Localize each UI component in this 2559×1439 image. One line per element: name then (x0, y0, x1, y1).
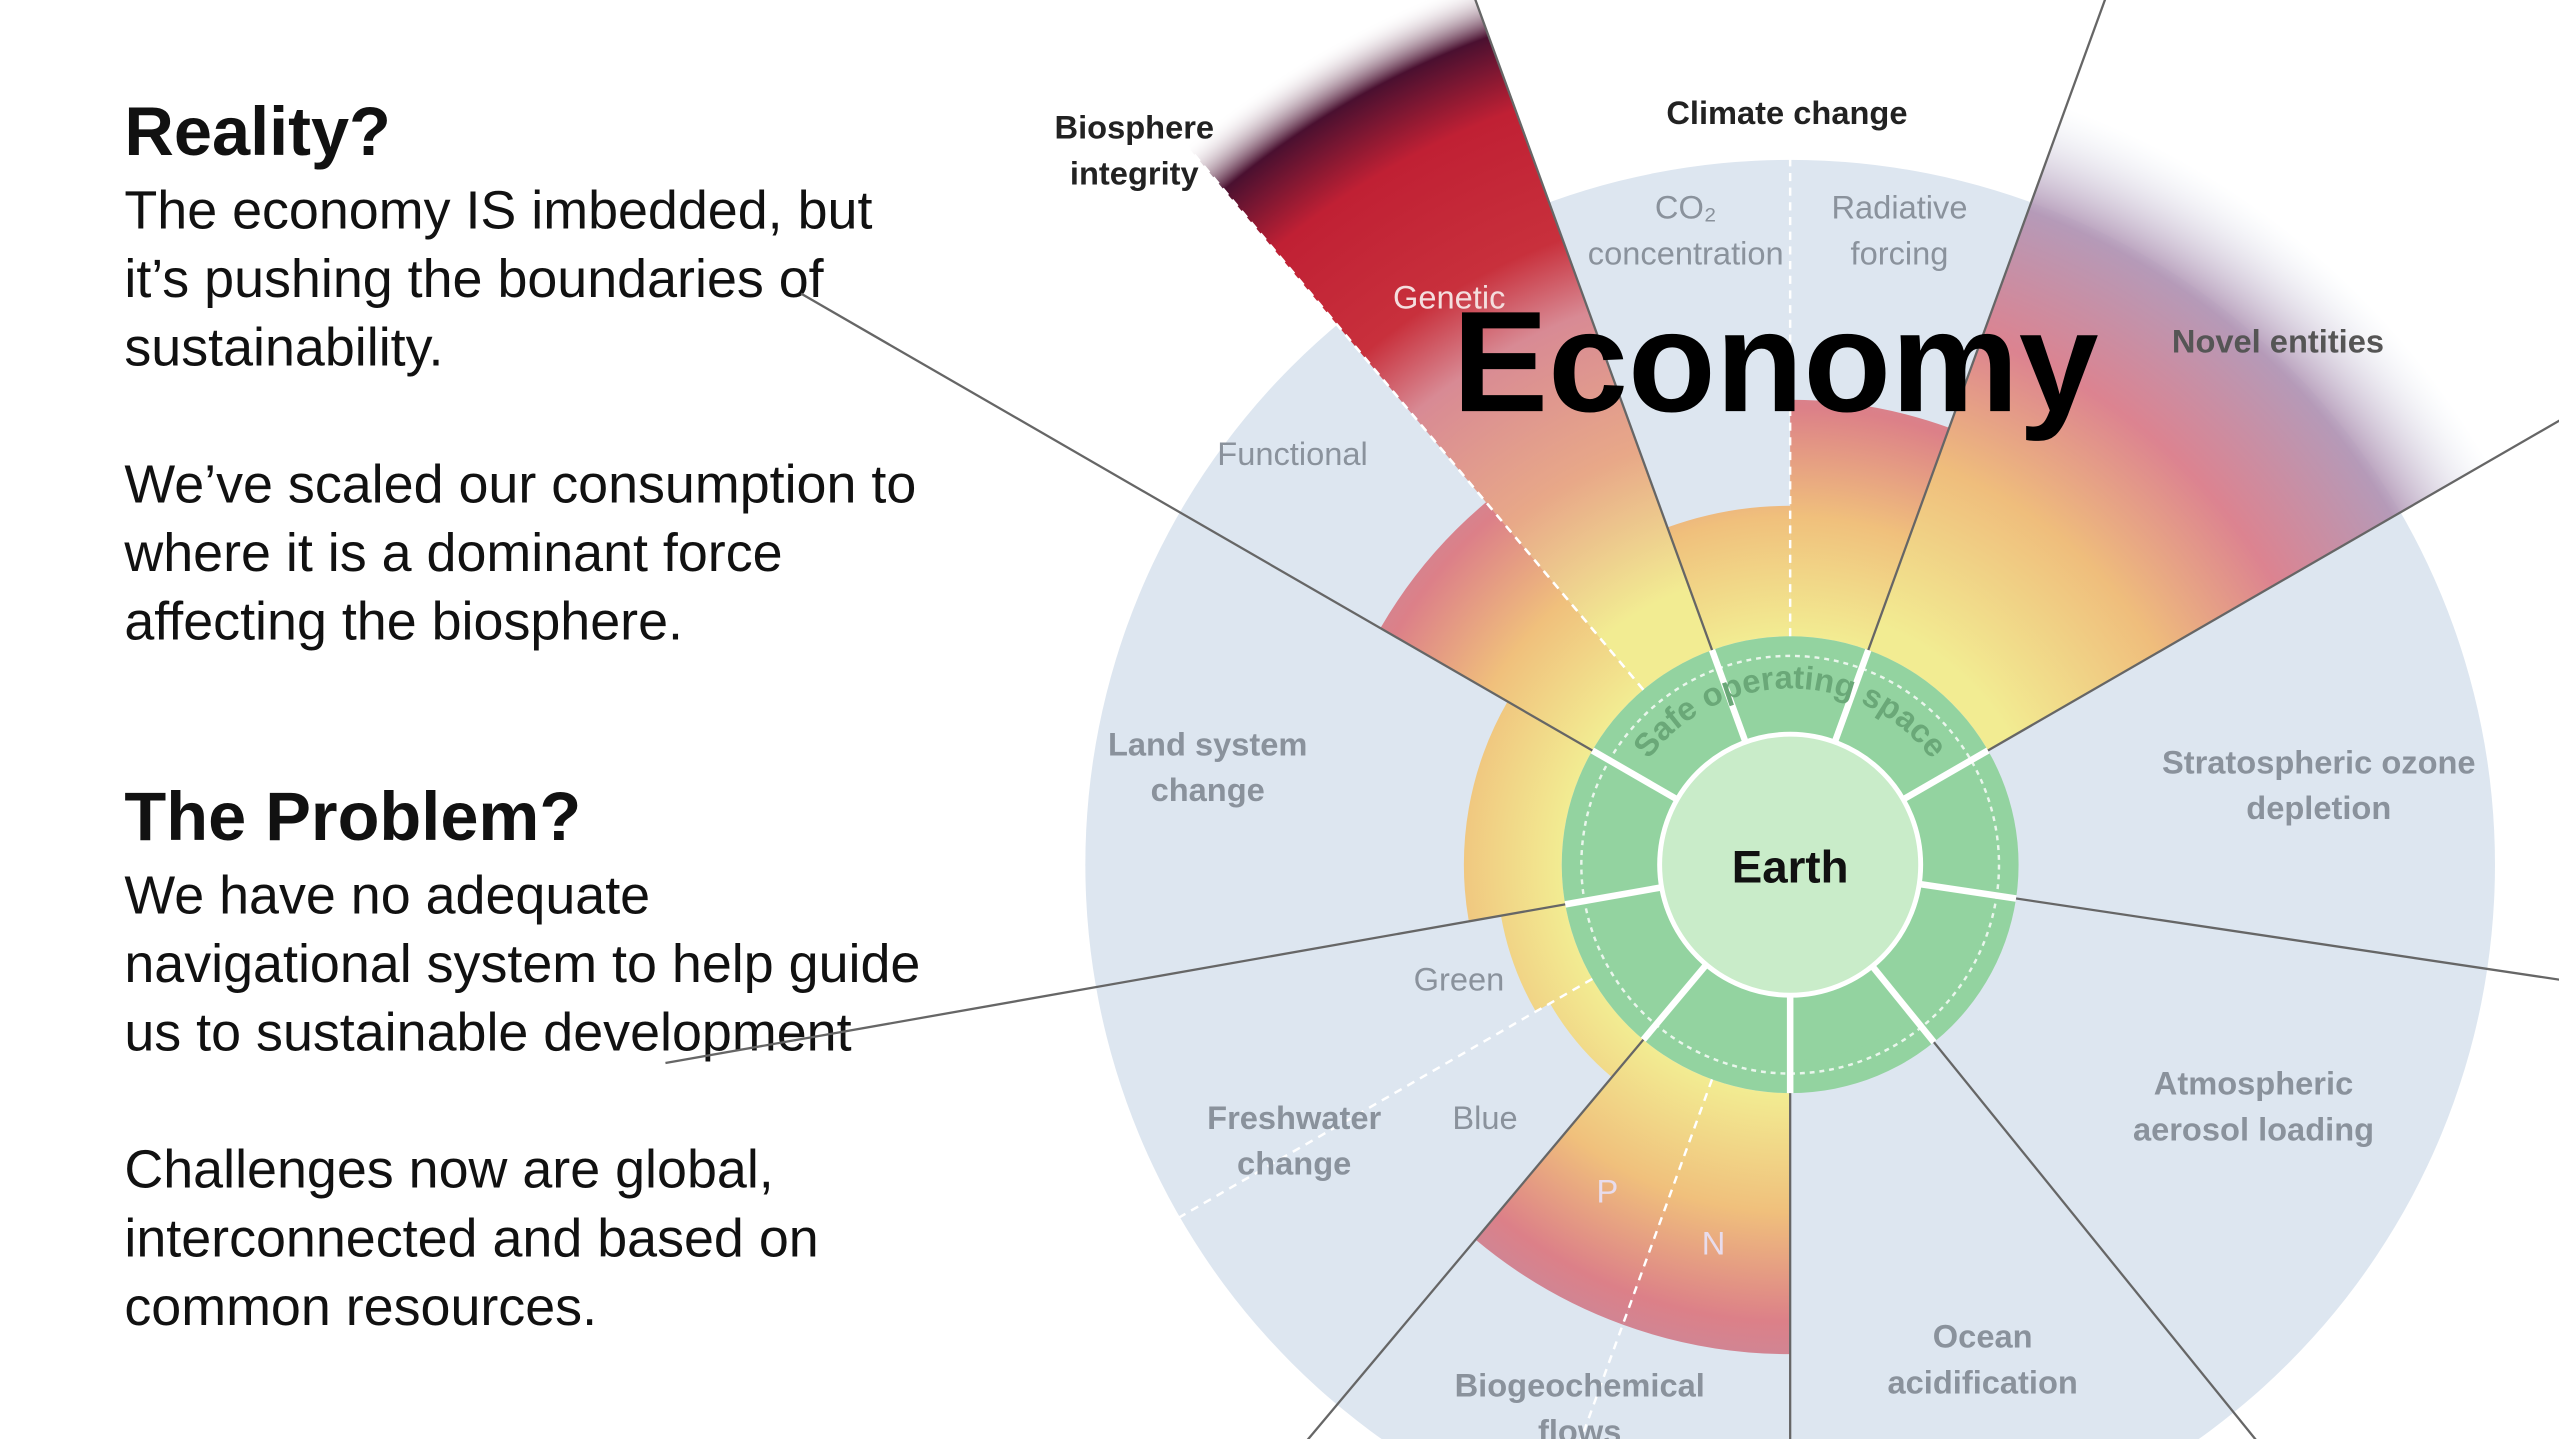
sub-divider (1159, 114, 1645, 691)
part-label: concentration (1588, 234, 1784, 271)
blue-water-wedge (1549, 978, 1644, 1078)
part-label: Green (1414, 960, 1505, 997)
part-label: Functional (1217, 435, 1368, 472)
co2-wedge (1667, 505, 1791, 651)
novel-wedge (1868, 98, 2497, 751)
boundary-label: change (1151, 771, 1265, 808)
boundary-label: Freshwater (1207, 1099, 1381, 1136)
functional-wedge (1380, 502, 1644, 751)
radiative-wedge (1790, 399, 1950, 651)
heading: The Problem? (124, 778, 581, 855)
divider (1474, 0, 1747, 743)
safe-wedge (1903, 760, 1999, 894)
boundary-label: depletion (2246, 789, 2391, 826)
boundary-label: Novel entities (2172, 322, 2384, 359)
body-text: The economy IS imbedded, but (124, 180, 872, 240)
body-text: us to sustainable development (124, 1003, 851, 1063)
part-label: N (1702, 1225, 1726, 1262)
boundary-label: integrity (1070, 154, 1199, 191)
body-text: common resources. (124, 1277, 597, 1337)
sub-divider (1579, 1078, 1714, 1439)
body-text: interconnected and based on (124, 1208, 818, 1268)
divider-gap (1708, 648, 1749, 744)
boundary-label: Ocean (1933, 1318, 2033, 1355)
divider (1902, 419, 2559, 801)
phosphorus-wedge (1475, 1039, 1713, 1325)
divider (800, 292, 1678, 801)
part-label: forcing (1851, 234, 1949, 271)
heading: Reality? (124, 93, 391, 170)
boundary-label: Stratospheric ozone (2162, 743, 2476, 780)
safe-wedge (1790, 966, 1914, 1061)
boundary-label: Biosphere (1055, 109, 1215, 146)
body-text: Challenges now are global, (124, 1140, 773, 1200)
safe-wedge (1872, 883, 1992, 1024)
body-text: navigational system to help guide (124, 934, 920, 994)
boundary-label: acidification (1888, 1363, 2078, 1400)
boundary-label: Land system (1108, 725, 1307, 762)
boundary-label: Biogeochemical (1455, 1367, 1705, 1404)
diagram-title: Economy (1452, 282, 2098, 442)
divider-gap (1831, 648, 1872, 744)
boundary-label: flows (1538, 1412, 1621, 1439)
divider-gap (1918, 880, 2017, 902)
land-wedge (1463, 701, 1593, 922)
part-label: Blue (1452, 1099, 1517, 1136)
divider-gap (1564, 884, 1663, 908)
body-text: sustainability. (124, 317, 443, 377)
part-label: Radiative (1831, 189, 1967, 226)
genetic-wedge (1160, 0, 1713, 690)
boundary-label: Climate change (1666, 94, 1907, 131)
part-label: Genetic (1393, 278, 1505, 315)
body-text: We’ve scaled our consumption to (124, 455, 916, 515)
divider (1306, 963, 1708, 1439)
part-label: P (1597, 1172, 1619, 1209)
green-water-wedge (1500, 904, 1593, 1012)
boundary-label: Atmospheric (2154, 1065, 2353, 1102)
divider (1919, 882, 2559, 981)
part-label: CO₂ (1655, 189, 1717, 226)
divider-gap (1640, 962, 1709, 1042)
divider-gap (1869, 964, 1937, 1045)
body-text: We have no adequate (124, 866, 650, 926)
boundary-label: aerosol loading (2133, 1110, 2374, 1147)
divider (1871, 965, 2257, 1439)
divider (1833, 0, 2107, 743)
divider-gap (1901, 747, 1990, 803)
divider (665, 886, 1662, 1065)
earth (1657, 731, 1924, 998)
body-text: where it is a dominant force (123, 523, 782, 583)
boundary-label: change (1237, 1145, 1351, 1182)
nitrogen-wedge (1622, 1079, 1791, 1355)
body-text: affecting the biosphere. (124, 592, 683, 652)
earth-label: Earth (1732, 842, 1849, 893)
sub-divider (941, 977, 1593, 1356)
body-text: it’s pushing the boundaries of (124, 249, 824, 309)
divider-gap (1590, 747, 1679, 803)
